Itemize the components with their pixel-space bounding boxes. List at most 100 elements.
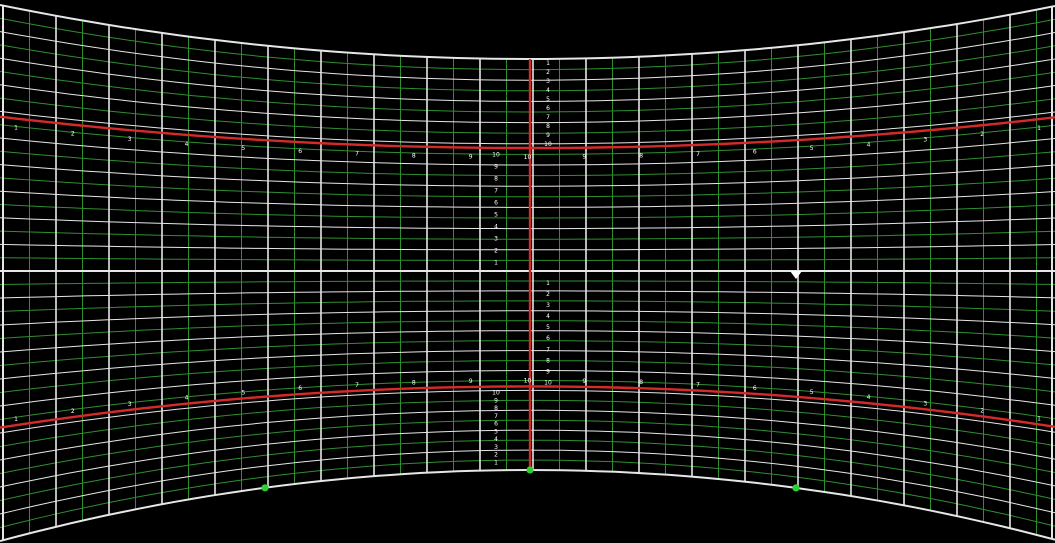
upper-band-label: 5 [241,145,245,152]
horizontal-grid-line [0,429,1055,488]
centre-column-label: 8 [546,357,550,364]
centre-column-label: 9 [494,397,498,404]
centre-column-label: 10 [544,380,552,387]
upper-band-label: 7 [355,151,359,158]
horizontal-grid-line [0,389,1055,434]
lower-band-label: 4 [185,395,189,402]
warp-control-point-icon[interactable] [526,466,534,474]
horizontal-grid-line [0,290,1055,299]
warp-control-point-icon[interactable] [792,484,800,492]
centre-column-label: 8 [494,175,498,182]
upper-band-label: 4 [867,141,871,148]
centre-column-label: 4 [546,313,550,320]
warp-control-point-icon[interactable] [261,484,269,492]
upper-band-label: 8 [412,153,416,160]
horizontal-grid-line [0,177,1055,198]
arrow-cursor-icon [790,271,802,279]
upper-band-label: 1 [14,125,18,132]
centre-column-label: 7 [494,413,498,420]
horizontal-grid-line [0,300,1055,312]
lower-band-label: 3 [128,401,132,408]
horizontal-grid-line [0,280,1055,285]
horizontal-grid-line [0,409,1055,461]
centre-column-label: 8 [494,405,498,412]
upper-band-label: 2 [980,131,984,138]
lower-band-label: 9 [582,378,586,385]
upper-band-label: 8 [639,153,643,160]
centre-column-label: 1 [546,60,550,67]
upper-band-label: 9 [469,154,473,161]
major-grid-lines [0,4,1055,542]
horizontal-grid-line [0,137,1055,166]
horizontal-grid-line [0,350,1055,380]
upper-band-label: 2 [71,131,75,138]
centre-column-label: 5 [546,324,550,331]
centre-column-label: 4 [494,436,498,443]
horizontal-grid-line [0,204,1055,219]
lower-band-label: 8 [412,379,416,386]
centre-column-label: 10 [492,390,500,397]
upper-band-label: 1 [1037,125,1041,132]
centre-column-label: 9 [546,132,550,139]
horizontal-grid-line [0,257,1055,261]
upper-band-label: 7 [696,151,700,158]
centre-column-label: 8 [546,123,550,130]
horizontal-grid-line [0,330,1055,353]
control-points[interactable] [261,466,800,492]
centre-column-label: 1 [494,260,498,267]
lower-band-label: 10 [524,377,532,384]
upper-band-label: 6 [298,148,302,155]
centre-column-label: 2 [494,248,498,255]
centre-column-label: 3 [546,302,550,309]
upper-band-label: 5 [810,145,814,152]
centre-column-label: 5 [494,211,498,218]
upper-band-label: 3 [128,136,132,143]
lower-band-label: 2 [71,408,75,415]
centre-column-label: 2 [546,291,550,298]
centre-column-label: 5 [494,428,498,435]
horizontal-grid-line [0,320,1055,339]
horizontal-grid-line [0,31,1055,81]
horizontal-grid-line [0,230,1055,240]
horizontal-grid-line [0,110,1055,145]
horizontal-grid-line [0,370,1055,407]
horizontal-grid-line [0,459,1055,528]
centre-column-label: 6 [546,105,550,112]
horizontal-grid-line [0,17,1055,71]
centre-column-label: 4 [546,87,550,94]
horizontal-grid-line [0,57,1055,102]
cursor-layer [790,271,802,279]
horizontal-grid-line [0,243,1055,251]
centre-column-label: 2 [546,69,550,76]
horizontal-grid-line [0,419,1055,474]
lower-band-label: 1 [14,416,18,423]
centre-column-label: 5 [546,96,550,103]
centre-column-label: 7 [546,346,550,353]
centre-column-label: 10 [544,141,552,148]
lower-reference-curve [0,385,1055,429]
horizontal-grid-line [0,71,1055,113]
horizontal-grid-line [0,44,1055,92]
horizontal-grid-line [0,190,1055,208]
lower-band-label: 5 [810,389,814,396]
upper-reference-curve [0,115,1055,150]
horizontal-grid-line [0,360,1055,393]
centre-column-label: 9 [546,368,550,375]
centre-column-label: 10 [492,151,500,158]
centre-column-label: 7 [494,187,498,194]
lower-band-label: 5 [241,390,245,397]
horizontal-grid-line [0,310,1055,326]
centre-column-label: 4 [494,223,498,230]
horizontal-grid-line [0,164,1055,187]
upper-band-label: 6 [753,148,757,155]
horizontal-grid-line [0,150,1055,177]
lower-band-label: 7 [355,382,359,389]
centre-column-label: 6 [494,421,498,428]
horizontal-grid-line [0,340,1055,366]
horizontal-grid-line [0,97,1055,134]
centre-column-label: 3 [494,444,498,451]
lower-band-label: 6 [298,385,302,392]
